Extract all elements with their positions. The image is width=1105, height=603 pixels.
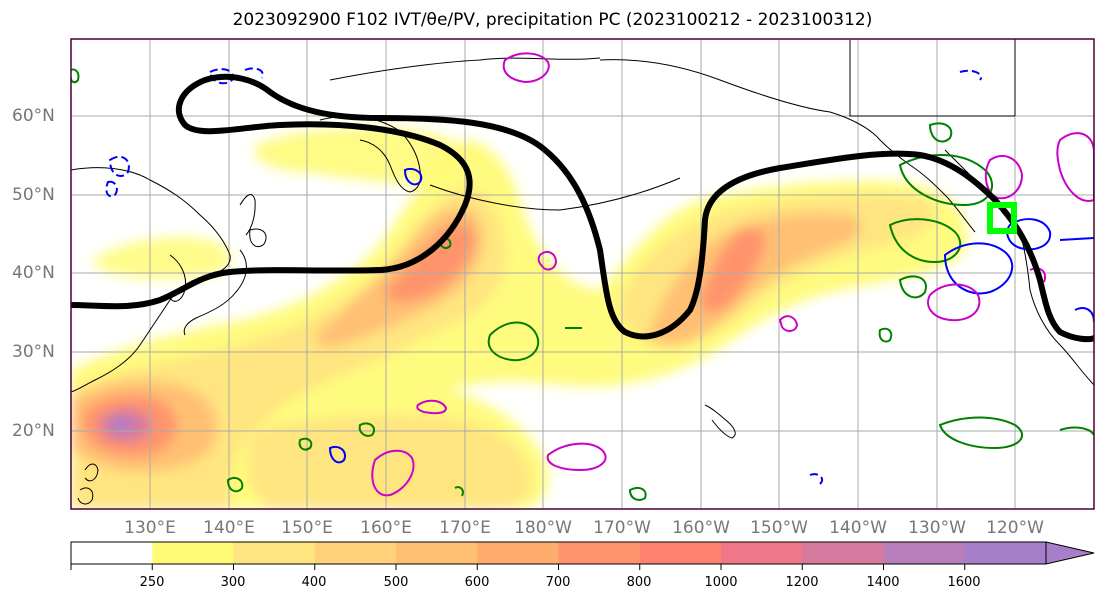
lon-label-170w: 170°W <box>593 518 651 538</box>
colorbar-label-800: 800 <box>626 575 652 590</box>
lat-label-60: 60°N <box>12 106 55 126</box>
lon-label-160w: 160°W <box>672 518 730 538</box>
lat-label-50: 50°N <box>12 185 55 205</box>
coast-us-west <box>1019 231 1094 386</box>
ivt-band-600-ar <box>385 223 475 303</box>
colorbar-swatch <box>396 542 478 564</box>
lon-label-140w: 140°W <box>829 518 887 538</box>
colorbar-swatch <box>721 542 803 564</box>
map-title: 2023092900 F102 IVT/θe/PV, precipitation… <box>232 10 873 30</box>
lon-label-150e: 150°E <box>281 518 333 538</box>
lon-label-150w: 150°W <box>750 518 808 538</box>
colorbar-label-500: 500 <box>383 575 409 590</box>
coast-hawaii <box>704 404 736 439</box>
colorbar-label-250: 250 <box>139 575 165 590</box>
lon-label-140e: 140°E <box>203 518 255 538</box>
colorbar-label-300: 300 <box>220 575 246 590</box>
map-frame <box>70 38 1095 510</box>
colorbar <box>70 541 1095 570</box>
coast-sakhalin <box>239 194 256 236</box>
colorbar-ticks <box>70 564 966 570</box>
coast-canada-north <box>849 39 1016 117</box>
colorbar-label-700: 700 <box>545 575 571 590</box>
colorbar-swatch <box>639 542 722 564</box>
colorbar-label-1200: 1200 <box>785 575 819 590</box>
colorbar-swatch <box>964 542 1047 564</box>
ivt-band-250-west <box>90 236 232 280</box>
coast-alaska <box>599 59 976 233</box>
colorbar-label-1000: 1000 <box>704 575 738 590</box>
lon-label-160e: 160°E <box>360 518 412 538</box>
precip-pc-contours <box>371 52 1094 497</box>
colorbar-swatch <box>71 542 153 564</box>
ivt-band-600-east <box>699 226 766 313</box>
colorbar-swatch <box>558 542 641 564</box>
colorbar-swatch <box>152 542 234 564</box>
colorbar-swatch <box>883 542 966 564</box>
coast-siberia <box>329 57 601 81</box>
coast-taiwan <box>84 463 99 482</box>
colorbar-label-400: 400 <box>301 575 327 590</box>
lat-label-40: 40°N <box>12 263 55 283</box>
lon-label-170e: 170°E <box>439 518 491 538</box>
colorbar-extend-arrow <box>1045 541 1095 565</box>
lon-label-120w: 120°W <box>986 518 1044 538</box>
lon-label-130e: 130°E <box>124 518 176 538</box>
colorbar-swatch <box>314 542 397 564</box>
lon-label-180w: 180°W <box>514 518 572 538</box>
colorbar-label-1400: 1400 <box>866 575 900 590</box>
colorbar-swatches <box>71 542 1047 564</box>
lat-label-20: 20°N <box>12 421 55 441</box>
colorbar-swatch <box>802 542 884 564</box>
lat-label-30: 30°N <box>12 342 55 362</box>
map-content <box>71 39 1094 509</box>
colorbar-swatch <box>233 542 316 564</box>
colorbar-label-1600: 1600 <box>947 575 981 590</box>
colorbar-swatch <box>477 542 559 564</box>
ivt-band-300-south <box>247 414 531 509</box>
pv-negative-solid <box>328 168 1094 464</box>
colorbar-label-600: 600 <box>464 575 490 590</box>
ivt-shading <box>71 127 968 509</box>
coast-philippines <box>77 487 94 505</box>
coast-hokkaido <box>249 228 267 248</box>
target-region-box <box>987 202 1017 234</box>
ivt-band-1400 <box>109 417 132 432</box>
lon-label-130w: 130°W <box>908 518 966 538</box>
theta-e-contour <box>71 73 1094 343</box>
